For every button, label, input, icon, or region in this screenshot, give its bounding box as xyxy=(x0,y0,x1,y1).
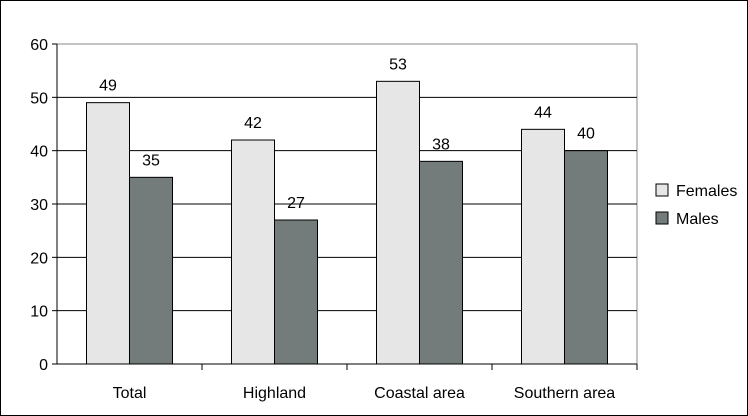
data-label: 27 xyxy=(287,195,305,212)
x-tick-label: Total xyxy=(113,385,147,402)
bars xyxy=(86,80,608,365)
bar-males-southern-area xyxy=(564,150,608,365)
data-label: 38 xyxy=(432,136,450,153)
bar-males-total xyxy=(129,176,173,365)
data-label: 53 xyxy=(389,56,407,73)
legend-swatch-females xyxy=(655,183,669,197)
x-tick-label: Southern area xyxy=(514,385,616,402)
data-labels: 49 35 42 27 53 38 44 40 xyxy=(99,56,595,212)
data-label: 44 xyxy=(534,104,552,121)
y-tick-label: 40 xyxy=(30,144,48,161)
legend-label: Females xyxy=(676,183,737,200)
data-label: 42 xyxy=(244,115,262,132)
legend-swatch-males xyxy=(655,211,669,225)
bar-males-coastal-area xyxy=(419,160,463,365)
y-tick-label: 30 xyxy=(30,197,48,214)
y-tick-label: 50 xyxy=(30,90,48,107)
bar-females-southern-area xyxy=(521,128,565,365)
bar-females-highland xyxy=(231,139,275,365)
y-tick-label: 10 xyxy=(30,304,48,321)
data-label: 35 xyxy=(142,152,160,169)
y-tick-label: 0 xyxy=(39,357,48,374)
legend-label: Males xyxy=(676,211,719,228)
legend: Females Males xyxy=(655,183,737,228)
bar-females-coastal-area xyxy=(376,80,420,365)
y-tick-label: 20 xyxy=(30,250,48,267)
y-tick-label: 60 xyxy=(30,37,48,54)
x-tick-label: Highland xyxy=(243,385,306,402)
data-label: 40 xyxy=(577,126,595,143)
bar-males-highland xyxy=(274,219,318,365)
axes: 0 10 20 30 40 50 60 Total Highland Coastal area So… xyxy=(30,37,638,402)
data-label: 49 xyxy=(99,78,117,95)
bar-females-total xyxy=(86,102,130,365)
x-tick-label: Coastal area xyxy=(374,385,465,402)
